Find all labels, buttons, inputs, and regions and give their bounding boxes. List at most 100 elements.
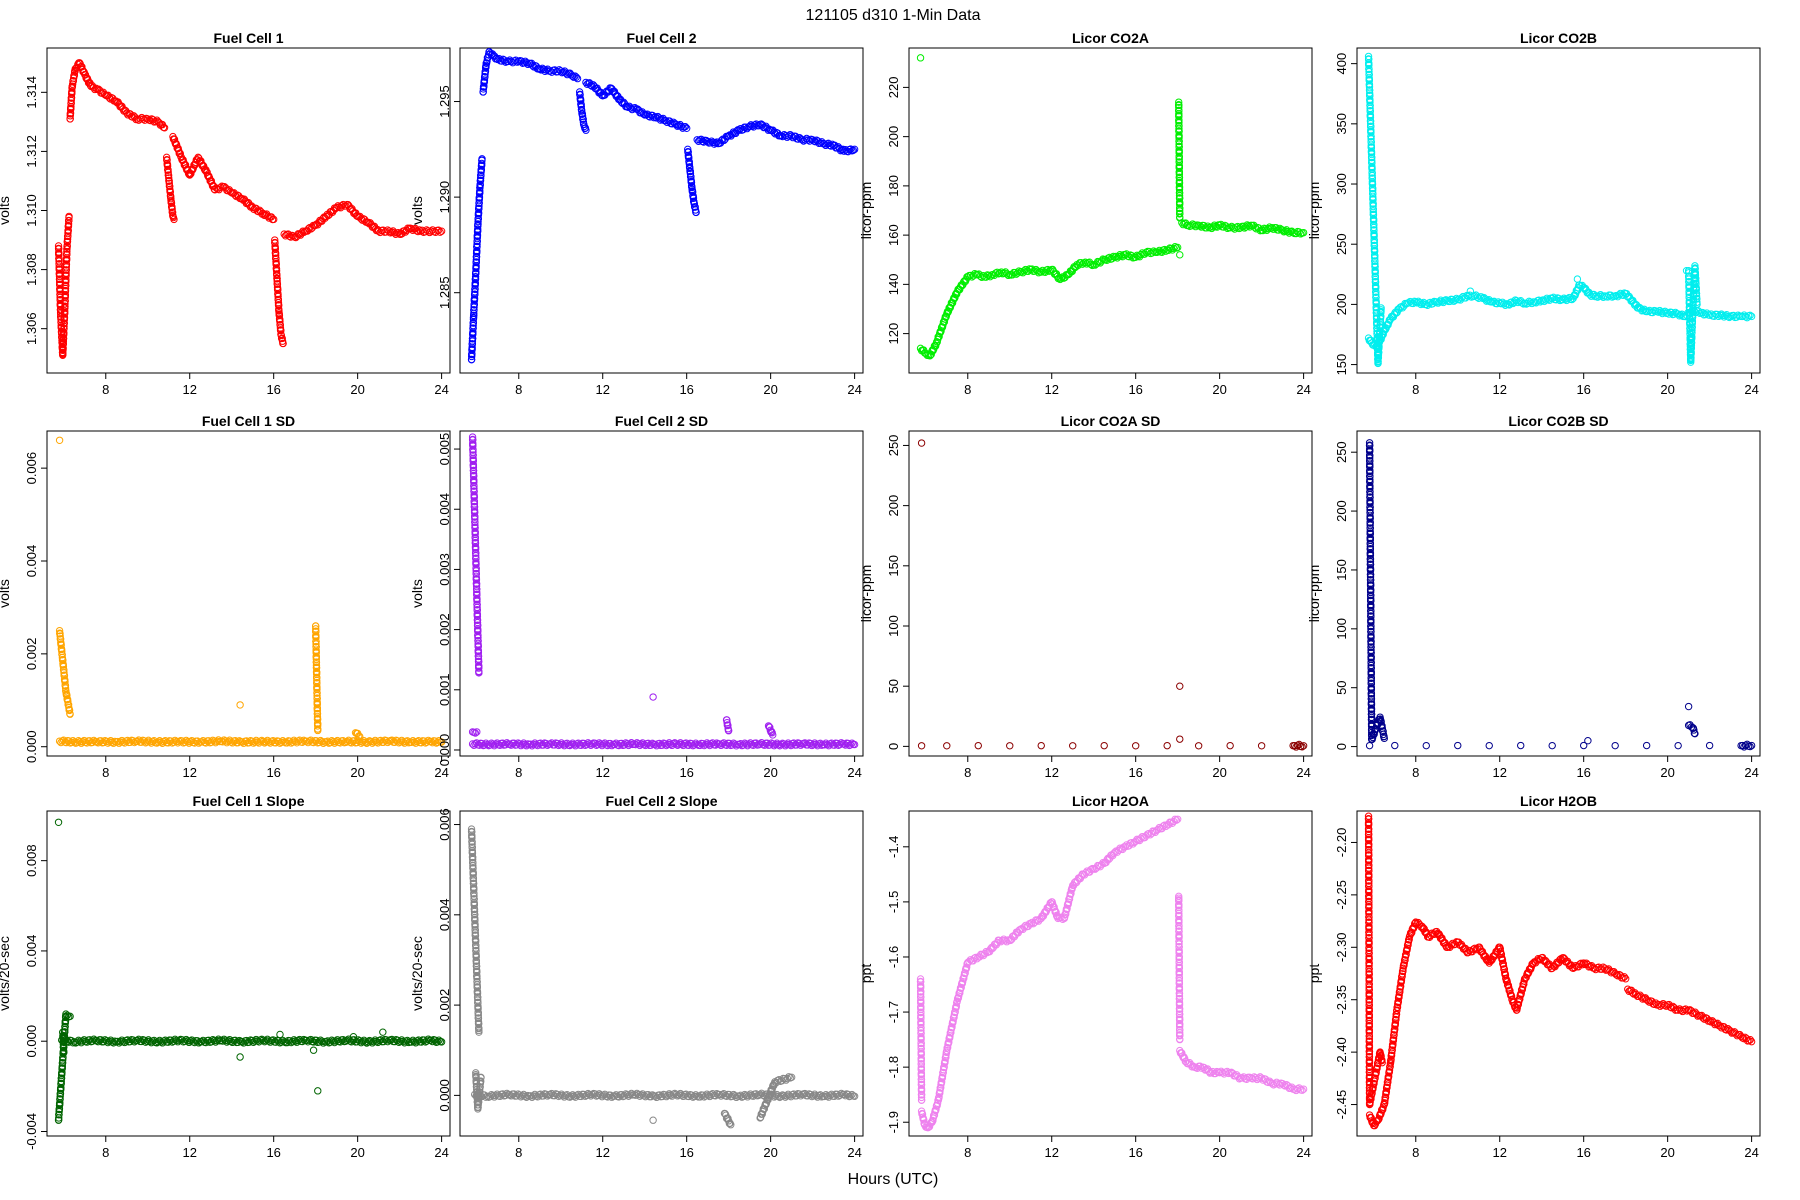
data-point xyxy=(1368,184,1377,193)
y-tick-label: 0.004 xyxy=(437,493,452,526)
data-point xyxy=(1454,741,1462,750)
data-point xyxy=(634,740,643,748)
data-point xyxy=(1688,329,1696,337)
y-tick-label: 140 xyxy=(886,274,901,296)
data-point xyxy=(1194,742,1203,750)
data-point xyxy=(699,1091,707,1099)
data-point xyxy=(473,616,482,624)
data-point xyxy=(809,740,818,749)
y-tick-label: 1.314 xyxy=(24,76,39,109)
data-point xyxy=(1176,682,1184,690)
data-point xyxy=(723,716,731,724)
x-tick-label: 24 xyxy=(1744,765,1758,780)
data-point xyxy=(1175,106,1183,115)
data-point xyxy=(1372,288,1380,296)
data-point xyxy=(1375,338,1383,347)
data-point xyxy=(55,737,64,745)
data-point xyxy=(687,173,695,181)
y-tick-label: 100 xyxy=(886,615,901,637)
data-point xyxy=(169,1037,178,1045)
data-point xyxy=(1366,586,1375,594)
data-point xyxy=(236,1053,244,1061)
data-point xyxy=(943,742,951,750)
data-point xyxy=(58,650,66,659)
data-point xyxy=(291,1037,300,1045)
data-point xyxy=(588,740,596,748)
data-point xyxy=(623,740,631,748)
data-point xyxy=(1003,270,1011,278)
data-point xyxy=(273,271,281,280)
data-point xyxy=(1380,734,1388,743)
data-point xyxy=(661,740,669,748)
x-tick-label: 20 xyxy=(763,382,777,397)
data-point xyxy=(1584,736,1592,745)
y-tick-label: 160 xyxy=(886,224,901,246)
panel-title: Fuel Cell 2 xyxy=(626,30,696,46)
y-tick-label: 1.290 xyxy=(437,181,452,214)
data-point xyxy=(265,738,273,746)
data-point xyxy=(370,1037,378,1046)
data-point xyxy=(594,1091,602,1100)
data-point xyxy=(950,1013,958,1022)
data-point xyxy=(971,953,980,962)
data-point xyxy=(437,1038,446,1046)
data-point xyxy=(471,290,479,299)
data-point xyxy=(675,1091,683,1099)
data-point xyxy=(682,124,691,132)
data-point xyxy=(55,254,63,263)
data-point xyxy=(56,1095,64,1103)
data-point xyxy=(434,226,443,234)
data-point xyxy=(728,741,736,749)
data-point xyxy=(585,1090,594,1099)
panel-title: Licor CO2B SD xyxy=(1508,413,1608,429)
y-tick-label: 300 xyxy=(1334,173,1349,195)
data-point xyxy=(1373,340,1382,348)
data-point xyxy=(1422,741,1430,750)
data-point xyxy=(105,738,113,746)
data-point xyxy=(470,311,478,320)
plot-frame xyxy=(908,810,1313,1137)
y-tick-label: 200 xyxy=(886,495,901,517)
data-point xyxy=(1371,251,1379,260)
plot-frame xyxy=(459,810,864,1137)
data-point xyxy=(1367,710,1376,719)
y-tick-label: 0.004 xyxy=(24,935,39,968)
data-point xyxy=(1691,274,1700,283)
data-point xyxy=(1693,295,1701,303)
data-point xyxy=(379,1028,387,1036)
data-point xyxy=(474,647,483,655)
data-point xyxy=(473,978,481,986)
y-tick-label: 200 xyxy=(1334,294,1349,316)
data-point xyxy=(313,689,321,697)
x-tick-label: 12 xyxy=(1044,1145,1058,1160)
data-point xyxy=(477,171,485,179)
data-point xyxy=(160,124,169,132)
data-point xyxy=(62,1013,70,1021)
y-tick-label: -1.5 xyxy=(886,891,901,913)
y-tick-label: -0.004 xyxy=(24,1113,39,1150)
data-point xyxy=(318,737,326,746)
y-tick-label: 0.006 xyxy=(24,452,39,485)
x-tick-label: 16 xyxy=(266,765,280,780)
data-point xyxy=(238,738,246,746)
x-tick-label: 20 xyxy=(1212,765,1226,780)
data-point xyxy=(664,740,672,749)
data-point xyxy=(437,227,446,235)
y-tick-label: 1.295 xyxy=(437,85,452,118)
data-point xyxy=(1368,169,1376,177)
y-tick-label: 0.000 xyxy=(24,1025,39,1058)
data-point xyxy=(61,302,69,311)
x-tick-label: 20 xyxy=(1660,382,1674,397)
figure-title: 121105 d310 1-Min Data xyxy=(806,7,981,24)
plot-frame xyxy=(1356,430,1761,757)
data-point xyxy=(1366,117,1375,125)
data-point xyxy=(468,853,477,861)
data-point xyxy=(576,91,584,99)
y-tick-label: 0 xyxy=(886,743,901,750)
x-tick-label: 24 xyxy=(434,1145,448,1160)
x-tick-label: 24 xyxy=(1744,382,1758,397)
y-tick-label: 0.000 xyxy=(437,734,452,767)
x-tick-label: 8 xyxy=(1412,765,1419,780)
